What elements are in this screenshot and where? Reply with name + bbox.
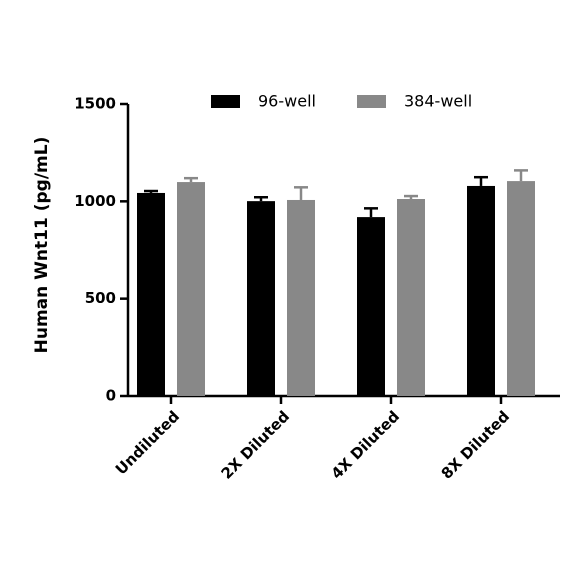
bar [137, 192, 165, 396]
legend-swatch [357, 95, 386, 108]
bar [357, 217, 385, 396]
x-tick-label: 2X Diluted [218, 407, 293, 482]
bar [287, 199, 315, 396]
legend-label: 96-well [258, 92, 316, 111]
bar [247, 201, 275, 396]
x-tick-label: Undiluted [112, 407, 183, 478]
x-tick-label: 8X Diluted [438, 407, 513, 482]
legend-swatch [211, 95, 240, 108]
y-axis-label: Human Wnt11 (pg/mL) [32, 137, 52, 354]
bar [467, 185, 495, 396]
bar [507, 181, 535, 396]
y-tick-label: 1000 [74, 192, 116, 210]
y-tick-label: 1500 [74, 95, 116, 113]
bar [397, 198, 425, 396]
legend-label: 384-well [404, 92, 472, 111]
y-tick-label: 0 [106, 387, 116, 405]
y-tick-label: 500 [85, 289, 116, 307]
bar [177, 182, 205, 396]
x-tick-label: 4X Diluted [328, 407, 403, 482]
